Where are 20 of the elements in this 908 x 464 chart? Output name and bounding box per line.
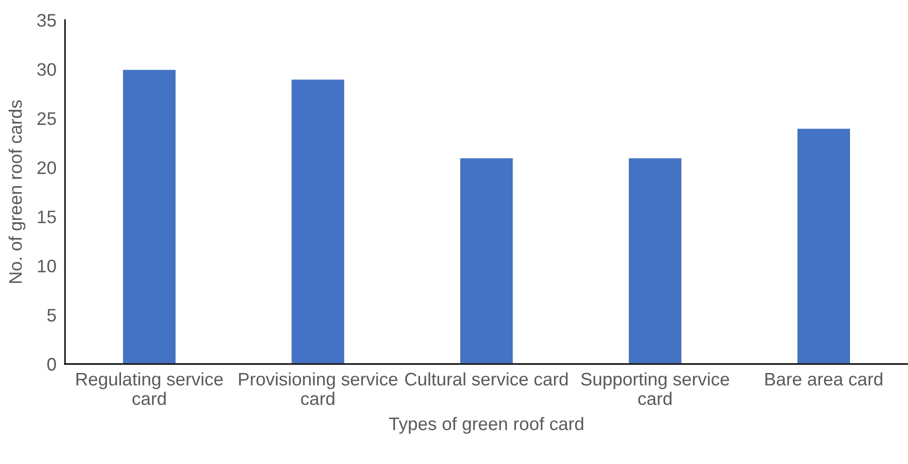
bar xyxy=(122,68,177,364)
y-axis-title: No. of green roof cards xyxy=(8,100,26,283)
x-tick-label: Supporting service card xyxy=(581,372,730,406)
x-tick-label: Cultural service card xyxy=(405,372,568,386)
bar xyxy=(458,156,514,364)
y-tick-label: 0 xyxy=(47,358,56,371)
x-tick-label: Regulating service card xyxy=(76,372,223,406)
y-tick-label: 15 xyxy=(38,210,56,224)
bar xyxy=(290,78,346,364)
y-tick-label: 30 xyxy=(37,63,56,76)
y-tick-label: 20 xyxy=(37,161,56,174)
x-tick-label: Provisioning service card xyxy=(239,372,398,406)
y-tick-label: 10 xyxy=(38,260,56,272)
bar xyxy=(796,127,852,364)
x-axis-title: Types of green roof card xyxy=(389,416,584,434)
y-tick-label: 5 xyxy=(47,308,56,322)
x-tick-label: Bare area card xyxy=(765,372,882,386)
y-tick-label: 25 xyxy=(37,112,56,126)
y-tick-label: 35 xyxy=(37,14,56,27)
bar xyxy=(627,156,683,364)
